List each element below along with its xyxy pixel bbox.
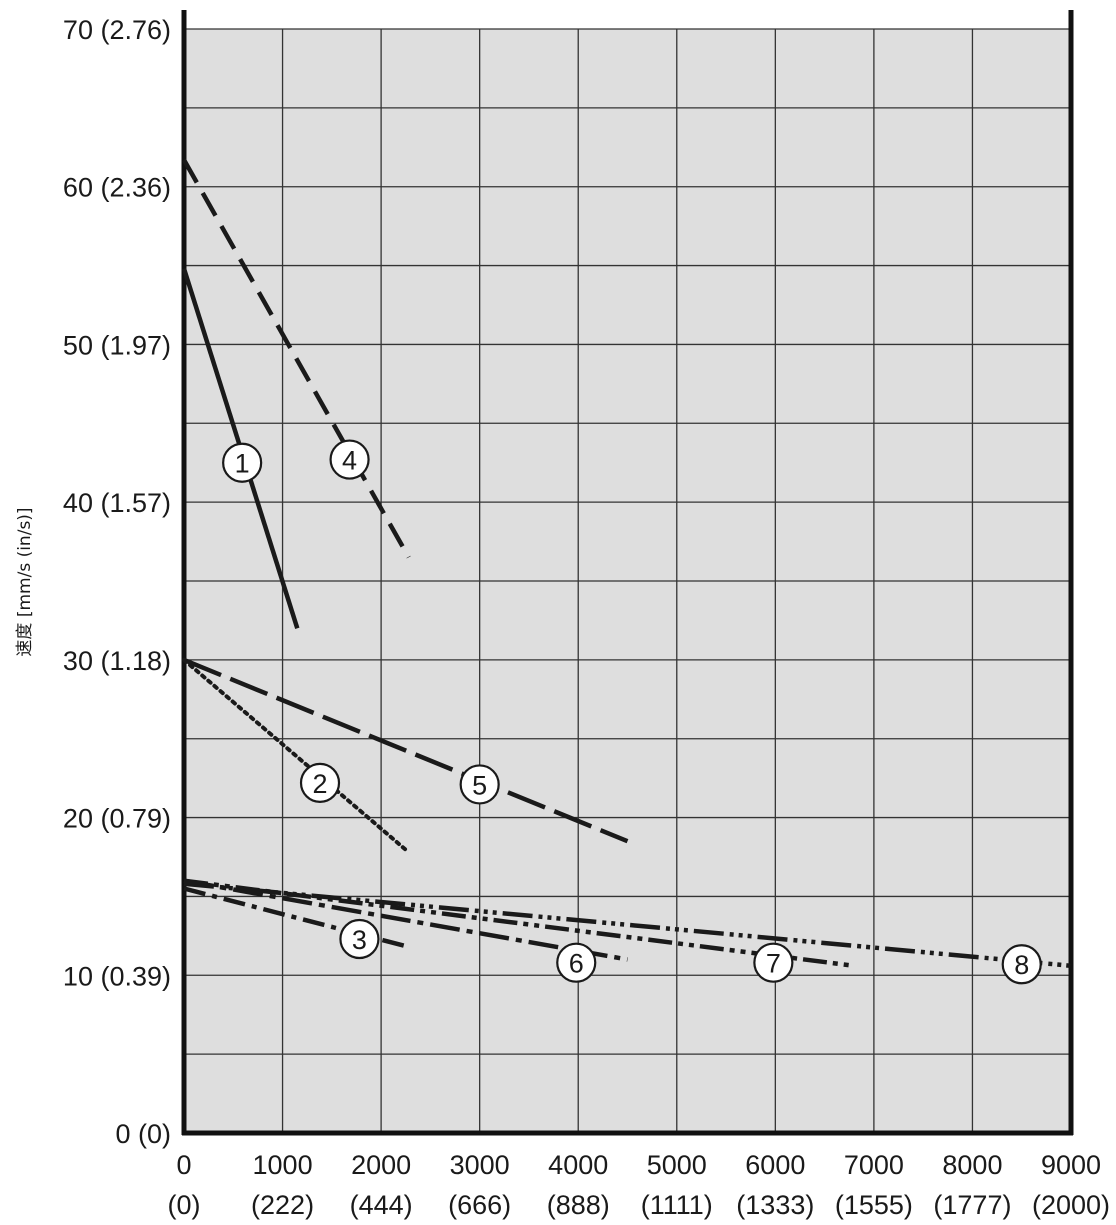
y-tick-label: 70 (2.76) xyxy=(63,15,171,45)
x-tick-label: 5000 xyxy=(647,1150,707,1180)
x-tick-sublabel: (222) xyxy=(251,1190,314,1220)
series-4-line xyxy=(182,158,411,559)
series-6-line xyxy=(183,878,628,962)
x-tick-sublabel: (444) xyxy=(350,1190,413,1220)
y-tick-label: 0 (0) xyxy=(115,1119,171,1149)
series-8-marker-label: 8 xyxy=(1014,950,1029,980)
series-3-marker xyxy=(339,918,380,960)
x-tick-label: 0 xyxy=(176,1150,191,1180)
series-7-marker-label: 7 xyxy=(766,949,781,979)
x-tick-sublabel: (888) xyxy=(547,1190,610,1220)
series-4-marker xyxy=(329,439,370,480)
series-2-line xyxy=(182,657,411,855)
x-tick-label: 9000 xyxy=(1041,1150,1101,1180)
series-6-marker-label: 6 xyxy=(569,949,584,979)
x-tick-sublabel: (2000) xyxy=(1032,1190,1110,1220)
x-tick-sublabel: (1555) xyxy=(835,1190,913,1220)
y-tick-label: 10 (0.39) xyxy=(63,961,171,991)
x-tick-sublabel: (666) xyxy=(448,1190,511,1220)
series-5-marker-label: 5 xyxy=(472,770,487,800)
x-tick-labels: 0 (0) 1000 (222) 2000 (444) 3000 (666) 4000 (888)… xyxy=(168,1150,1111,1220)
series-3-marker-label: 3 xyxy=(352,925,367,955)
series-8-line xyxy=(183,881,1072,969)
y-axis-label: 速度 [mm/s (in/s)] xyxy=(15,507,35,656)
y-tick-label: 20 (0.79) xyxy=(63,804,171,834)
x-tick-label: 3000 xyxy=(450,1150,510,1180)
x-tick-label: 1000 xyxy=(253,1150,313,1180)
x-tick-sublabel: (1111) xyxy=(641,1190,713,1220)
x-tick-sublabel: (1333) xyxy=(736,1190,814,1220)
series-2-marker xyxy=(299,762,341,803)
series-6-marker xyxy=(556,942,597,983)
series-5-marker xyxy=(459,764,500,805)
series-4-marker-label: 4 xyxy=(342,446,357,476)
x-tick-label: 6000 xyxy=(745,1150,805,1180)
x-tick-label: 2000 xyxy=(351,1150,411,1180)
axes xyxy=(181,10,1074,1136)
x-tick-sublabel: (0) xyxy=(168,1190,201,1220)
series-markers: 1 2 3 4 5 6 7 8 xyxy=(222,439,1042,985)
series-1-marker xyxy=(222,442,263,483)
y-tick-label: 50 (1.97) xyxy=(63,330,171,360)
y-tick-label: 40 (1.57) xyxy=(63,488,171,518)
x-tick-label: 7000 xyxy=(844,1150,904,1180)
x-tick-sublabel: (1777) xyxy=(933,1190,1011,1220)
y-tick-labels: 0 (0) 10 (0.39) 20 (0.79) 30 (1.18) 40 (1.57… xyxy=(63,15,171,1149)
y-tick-label: 30 (1.18) xyxy=(63,646,171,676)
series-5-line xyxy=(183,657,629,844)
series-1-marker-label: 1 xyxy=(235,449,250,479)
series-7-marker xyxy=(753,942,794,983)
x-tick-label: 8000 xyxy=(942,1150,1002,1180)
series-2-marker-label: 2 xyxy=(312,769,327,799)
y-tick-label: 60 (2.36) xyxy=(63,173,171,203)
series-8-marker xyxy=(1001,944,1042,985)
x-tick-label: 4000 xyxy=(548,1150,608,1180)
